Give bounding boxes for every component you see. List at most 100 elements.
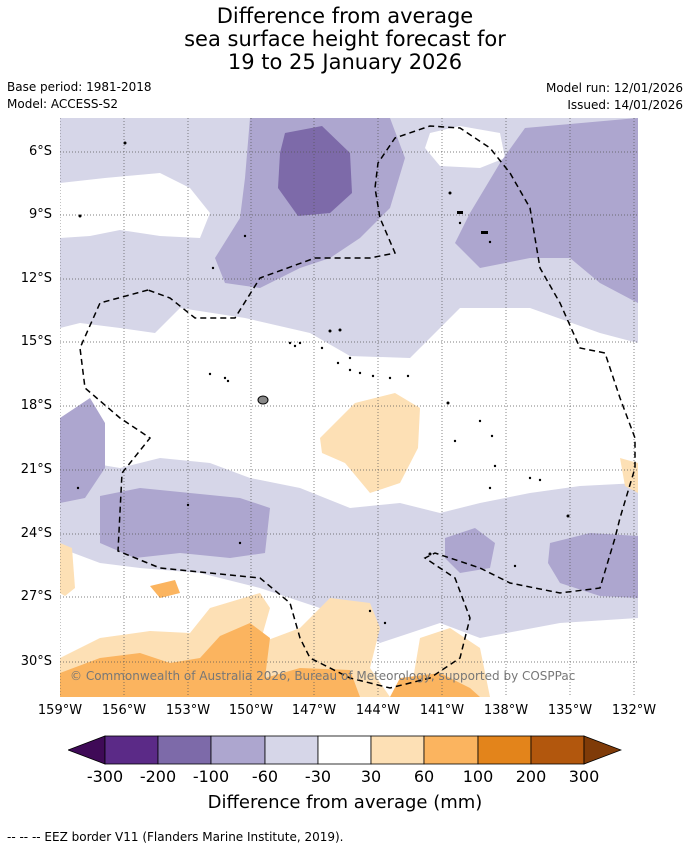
colorbar-segment xyxy=(423,735,479,765)
anomaly-dark-purple-core xyxy=(278,126,352,216)
island-dot xyxy=(388,376,392,380)
island-dot xyxy=(446,401,450,405)
island-dot xyxy=(76,486,80,490)
island-dot xyxy=(371,374,375,378)
eez-border xyxy=(79,125,636,689)
anomaly-neutral-patch-north xyxy=(425,126,505,168)
island-dot xyxy=(208,372,212,376)
island-dot xyxy=(328,329,332,333)
lon-label-144w: 144°W xyxy=(355,703,401,718)
island-dot xyxy=(338,328,342,332)
colorbar-label: -30 xyxy=(304,767,332,786)
colorbar-segment xyxy=(317,735,372,765)
colorbar-title: Difference from average (mm) xyxy=(207,792,483,813)
title-line-1: Difference from average xyxy=(216,4,474,28)
lat-label-15s: 15°S xyxy=(20,334,52,349)
island-dot xyxy=(223,376,227,380)
colorbar-label: -60 xyxy=(251,767,279,786)
anomaly-purple-northeast xyxy=(455,118,638,303)
model-run-text: Model run: 12/01/2026 xyxy=(545,81,683,95)
anomaly-purple-southeast xyxy=(548,533,638,598)
title-line-3: 19 to 25 January 2026 xyxy=(227,50,463,74)
lon-label-153w: 153°W xyxy=(165,703,211,718)
island-dot xyxy=(358,371,362,375)
eez-legend-footer: -- -- -- EEZ border V11 (Flanders Marine… xyxy=(7,830,344,844)
island-dot xyxy=(186,503,190,507)
island-dot xyxy=(481,231,488,234)
colorbar-segment xyxy=(370,735,425,765)
island-dot xyxy=(348,368,352,372)
title-line-2: sea surface height forecast for xyxy=(184,27,506,51)
colorbar-segment xyxy=(210,735,266,765)
lat-label-27s: 27°S xyxy=(20,589,52,604)
island-dot xyxy=(123,141,127,145)
lon-label-147w: 147°W xyxy=(291,703,337,718)
colorbar-segment-over xyxy=(583,735,622,765)
island-dot xyxy=(457,211,463,214)
colorbar-label: -300 xyxy=(86,767,124,786)
island-dot xyxy=(428,552,432,556)
island-dot xyxy=(78,214,82,218)
island-dot xyxy=(453,439,457,443)
island-dot xyxy=(320,346,324,350)
island-dot xyxy=(288,341,292,345)
island-dot xyxy=(566,514,570,518)
island-dot xyxy=(368,609,372,613)
island-dot xyxy=(211,266,215,270)
island-tahiti xyxy=(257,395,269,405)
colorbar-segment xyxy=(477,735,532,765)
anomaly-light-orange-west-edge xyxy=(60,543,75,596)
lon-label-138w: 138°W xyxy=(483,703,529,718)
island-dot xyxy=(348,356,352,360)
island-dot xyxy=(293,344,297,348)
colorbar-label: 200 xyxy=(515,767,547,786)
island-dot xyxy=(336,361,340,365)
island-dot xyxy=(528,476,532,480)
model-text: Model: ACCESS-S2 xyxy=(7,97,119,111)
anomaly-light-orange-central xyxy=(320,393,420,493)
anomaly-purple-west xyxy=(60,398,105,503)
map-svg xyxy=(60,118,638,697)
copyright-credit: © Commonwealth of Australia 2026, Bureau… xyxy=(70,669,576,683)
lon-label-141w: 141°W xyxy=(419,703,465,718)
graticule xyxy=(60,118,638,697)
colorbar-segment xyxy=(157,735,212,765)
lon-label-159w: 159°W xyxy=(37,703,83,718)
lat-label-24s: 24°S xyxy=(20,526,52,541)
sea-height-map: © Commonwealth of Australia 2026, Bureau… xyxy=(60,118,638,697)
island-dot xyxy=(243,234,247,238)
anomaly-orange-southeast xyxy=(390,673,480,697)
islands xyxy=(76,141,570,625)
colorbar-segment xyxy=(530,735,585,765)
colorbar-label: 100 xyxy=(462,767,494,786)
anomaly-purple-south-center xyxy=(445,528,495,573)
island-dot xyxy=(478,419,482,423)
anomaly-orange-patch xyxy=(150,580,180,598)
anomaly-purple-south-band xyxy=(100,488,270,558)
lon-label-132w: 132°W xyxy=(611,703,657,718)
island-dot xyxy=(490,434,494,438)
lon-label-135w: 135°W xyxy=(547,703,593,718)
lon-label-150w: 150°W xyxy=(228,703,274,718)
island-dot xyxy=(538,478,542,482)
island-dot xyxy=(458,221,462,225)
island-dot xyxy=(488,240,492,244)
anomaly-orange-south xyxy=(60,623,360,697)
island-dot xyxy=(383,621,387,625)
issued-text: Issued: 14/01/2026 xyxy=(567,98,683,112)
island-dot xyxy=(513,564,517,568)
colorbar-label: 30 xyxy=(360,767,382,786)
colorbar-label: 60 xyxy=(413,767,435,786)
colorbar-label: -100 xyxy=(192,767,230,786)
lat-label-12s: 12°S xyxy=(20,271,52,286)
colorbar-label: -200 xyxy=(139,767,177,786)
lat-label-30s: 30°S xyxy=(20,654,52,669)
island-dot xyxy=(226,379,230,383)
anomaly-light-orange-east xyxy=(620,458,638,493)
island-dot xyxy=(448,191,452,195)
lat-label-6s: 6°S xyxy=(28,144,52,159)
colorbar-segment xyxy=(104,735,159,765)
lat-label-21s: 21°S xyxy=(20,462,52,477)
island-dot xyxy=(238,541,242,545)
island-dot xyxy=(298,341,302,345)
